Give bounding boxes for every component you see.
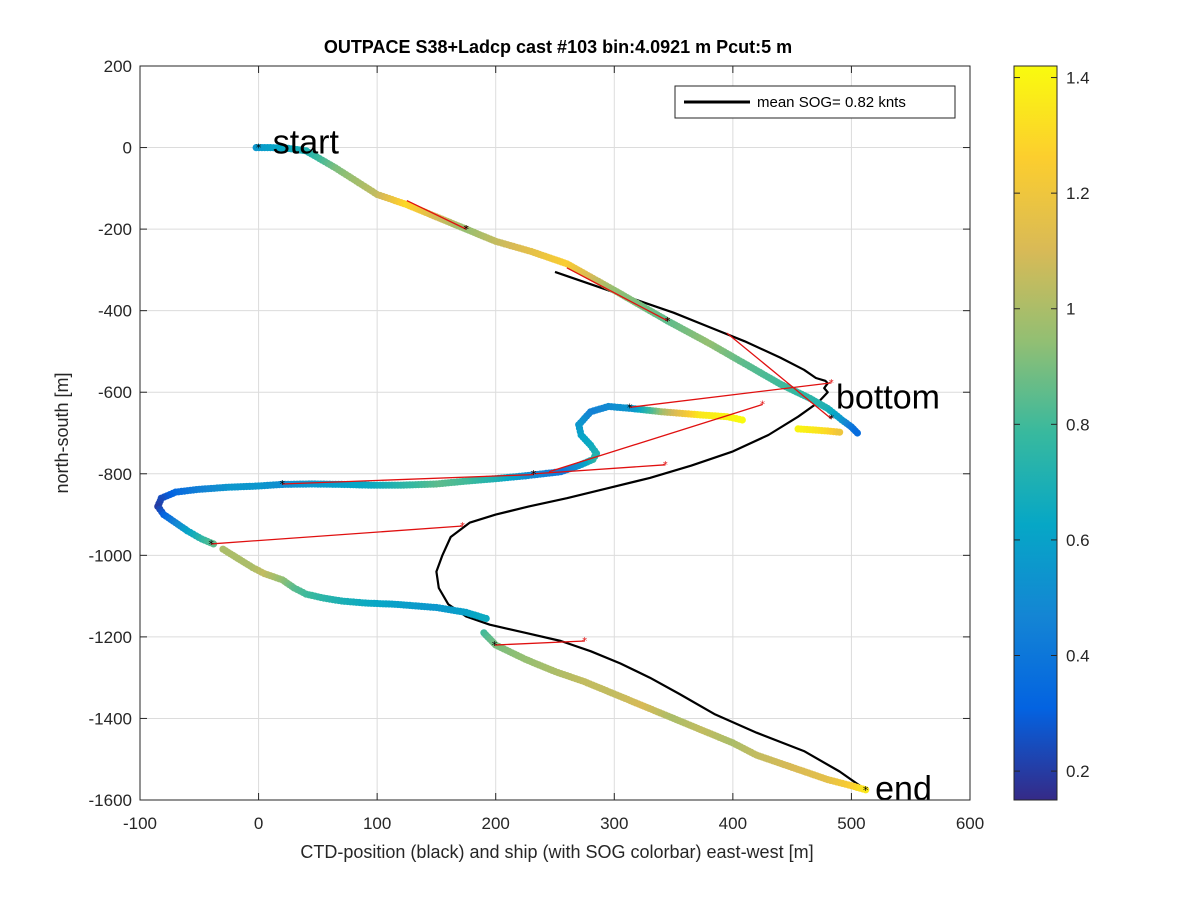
x-tick-label: 400 [719, 814, 747, 833]
x-tick-label: 0 [254, 814, 263, 833]
red-link-line [494, 640, 585, 646]
plot-frame [139, 65, 971, 801]
x-tick-label: 300 [600, 814, 628, 833]
y-tick-label: -800 [98, 465, 132, 484]
star-marker: * [463, 223, 469, 236]
red-link-marker: * [665, 316, 670, 327]
x-tick-label: -100 [123, 814, 157, 833]
red-link-marker: * [531, 470, 536, 481]
x-tick-label: 600 [956, 814, 984, 833]
ship-point [853, 429, 862, 437]
star-marker: * [627, 401, 633, 414]
red-link-line [534, 464, 666, 475]
ship-point [482, 614, 490, 623]
red-link-marker: * [460, 521, 465, 532]
red-link-line [282, 473, 534, 485]
x-tick-label: 500 [837, 814, 865, 833]
plot-area [140, 66, 970, 800]
star-marker: * [531, 468, 537, 481]
star-marker: * [280, 478, 286, 491]
red-link-line [629, 382, 832, 408]
star-markers: * * * * * * * * * * [208, 142, 869, 797]
red-links: * * * * * * * * * [211, 199, 834, 647]
colorbar-tick-label: 0.2 [1066, 762, 1090, 781]
red-link-marker: * [663, 460, 668, 471]
star-marker: * [665, 315, 671, 328]
colorbar-tick-label: 1.2 [1066, 184, 1090, 203]
ship-point [836, 428, 844, 436]
y-tick-label: -1400 [89, 709, 132, 728]
colorbar [1013, 65, 1058, 801]
red-link-line [211, 525, 463, 545]
x-axis-ticks: -100 0 100 200 300 400 500 600 [123, 66, 984, 833]
x-axis-label: CTD-position (black) and ship (with SOG … [300, 842, 813, 862]
red-link-marker: * [829, 414, 834, 425]
colorbar-tick-label: 0.4 [1066, 647, 1090, 666]
y-axis-ticks: 200 0 -200 -400 -600 -800 -1000 -1200 -1400 -1600 [89, 57, 970, 810]
ship-point [862, 786, 870, 794]
red-link-line [566, 267, 668, 322]
y-tick-label: 0 [123, 139, 132, 158]
y-tick-label: -1600 [89, 791, 132, 810]
star-marker: * [492, 639, 498, 652]
colorbar-tick-label: 1 [1066, 300, 1075, 319]
y-tick-label: -200 [98, 220, 132, 239]
legend-entry: mean SOG= 0.82 knts [757, 94, 906, 111]
x-tick-label: 100 [363, 814, 391, 833]
annotation-start: start [273, 124, 340, 162]
y-tick-label: -1000 [89, 546, 132, 565]
colorbar-tick-label: 1.4 [1066, 69, 1090, 88]
chart-title: OUTPACE S38+Ladcp cast #103 bin:4.0921 m… [324, 37, 792, 57]
colorbar-ticks: 0.2 0.4 0.6 0.8 1 1.2 1.4 [1014, 69, 1090, 781]
red-link-line [548, 403, 763, 473]
red-link-marker: * [829, 378, 834, 389]
legend: mean SOG= 0.82 knts [674, 85, 956, 119]
annotations: start bottom end [273, 124, 940, 808]
red-link-marker: * [760, 399, 765, 410]
ctd-track [435, 270, 867, 791]
y-tick-label: -400 [98, 302, 132, 321]
y-axis-label: north-south [m] [52, 372, 72, 493]
colorbar-tick-label: 0.6 [1066, 531, 1090, 550]
star-marker: * [863, 784, 869, 797]
colorbar-tick-label: 0.8 [1066, 415, 1090, 434]
y-tick-label: -1200 [89, 628, 132, 647]
ctd-track-line [435, 270, 867, 791]
x-tick-label: 200 [482, 814, 510, 833]
star-marker: * [208, 538, 214, 551]
red-link-line [406, 199, 467, 230]
star-marker: * [829, 413, 835, 426]
red-link-marker: * [582, 636, 587, 647]
y-tick-label: 200 [104, 57, 132, 76]
red-link-line [726, 332, 832, 420]
y-tick-label: -600 [98, 383, 132, 402]
annotation-bottom: bottom [836, 379, 940, 417]
red-link-marker: * [464, 224, 469, 235]
star-marker: * [256, 142, 262, 155]
annotation-end: end [875, 770, 932, 808]
